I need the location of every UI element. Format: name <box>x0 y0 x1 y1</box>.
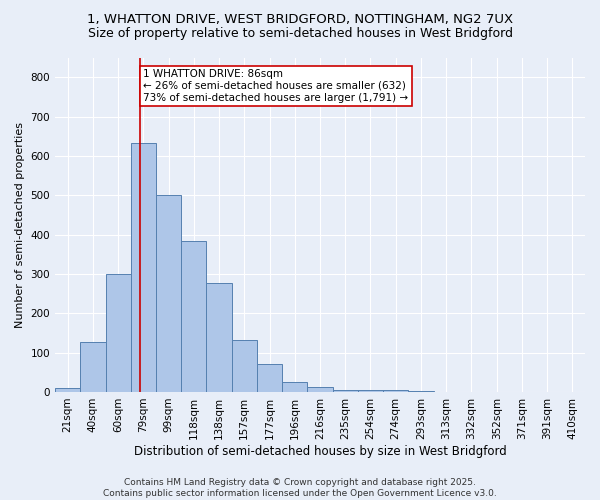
Bar <box>257 364 282 392</box>
Bar <box>232 340 257 392</box>
Y-axis label: Number of semi-detached properties: Number of semi-detached properties <box>15 122 25 328</box>
Text: Contains HM Land Registry data © Crown copyright and database right 2025.
Contai: Contains HM Land Registry data © Crown c… <box>103 478 497 498</box>
Bar <box>307 387 332 392</box>
Bar <box>358 390 383 392</box>
X-axis label: Distribution of semi-detached houses by size in West Bridgford: Distribution of semi-detached houses by … <box>134 444 506 458</box>
Text: 1 WHATTON DRIVE: 86sqm
← 26% of semi-detached houses are smaller (632)
73% of se: 1 WHATTON DRIVE: 86sqm ← 26% of semi-det… <box>143 70 409 102</box>
Text: Size of property relative to semi-detached houses in West Bridgford: Size of property relative to semi-detach… <box>88 28 512 40</box>
Bar <box>131 144 156 392</box>
Bar <box>332 390 358 392</box>
Bar <box>106 274 131 392</box>
Bar <box>206 282 232 392</box>
Bar <box>383 390 409 392</box>
Text: 1, WHATTON DRIVE, WEST BRIDGFORD, NOTTINGHAM, NG2 7UX: 1, WHATTON DRIVE, WEST BRIDGFORD, NOTTIN… <box>87 12 513 26</box>
Bar <box>156 195 181 392</box>
Bar <box>282 382 307 392</box>
Bar <box>409 391 434 392</box>
Bar <box>181 242 206 392</box>
Bar <box>80 342 106 392</box>
Bar <box>55 388 80 392</box>
